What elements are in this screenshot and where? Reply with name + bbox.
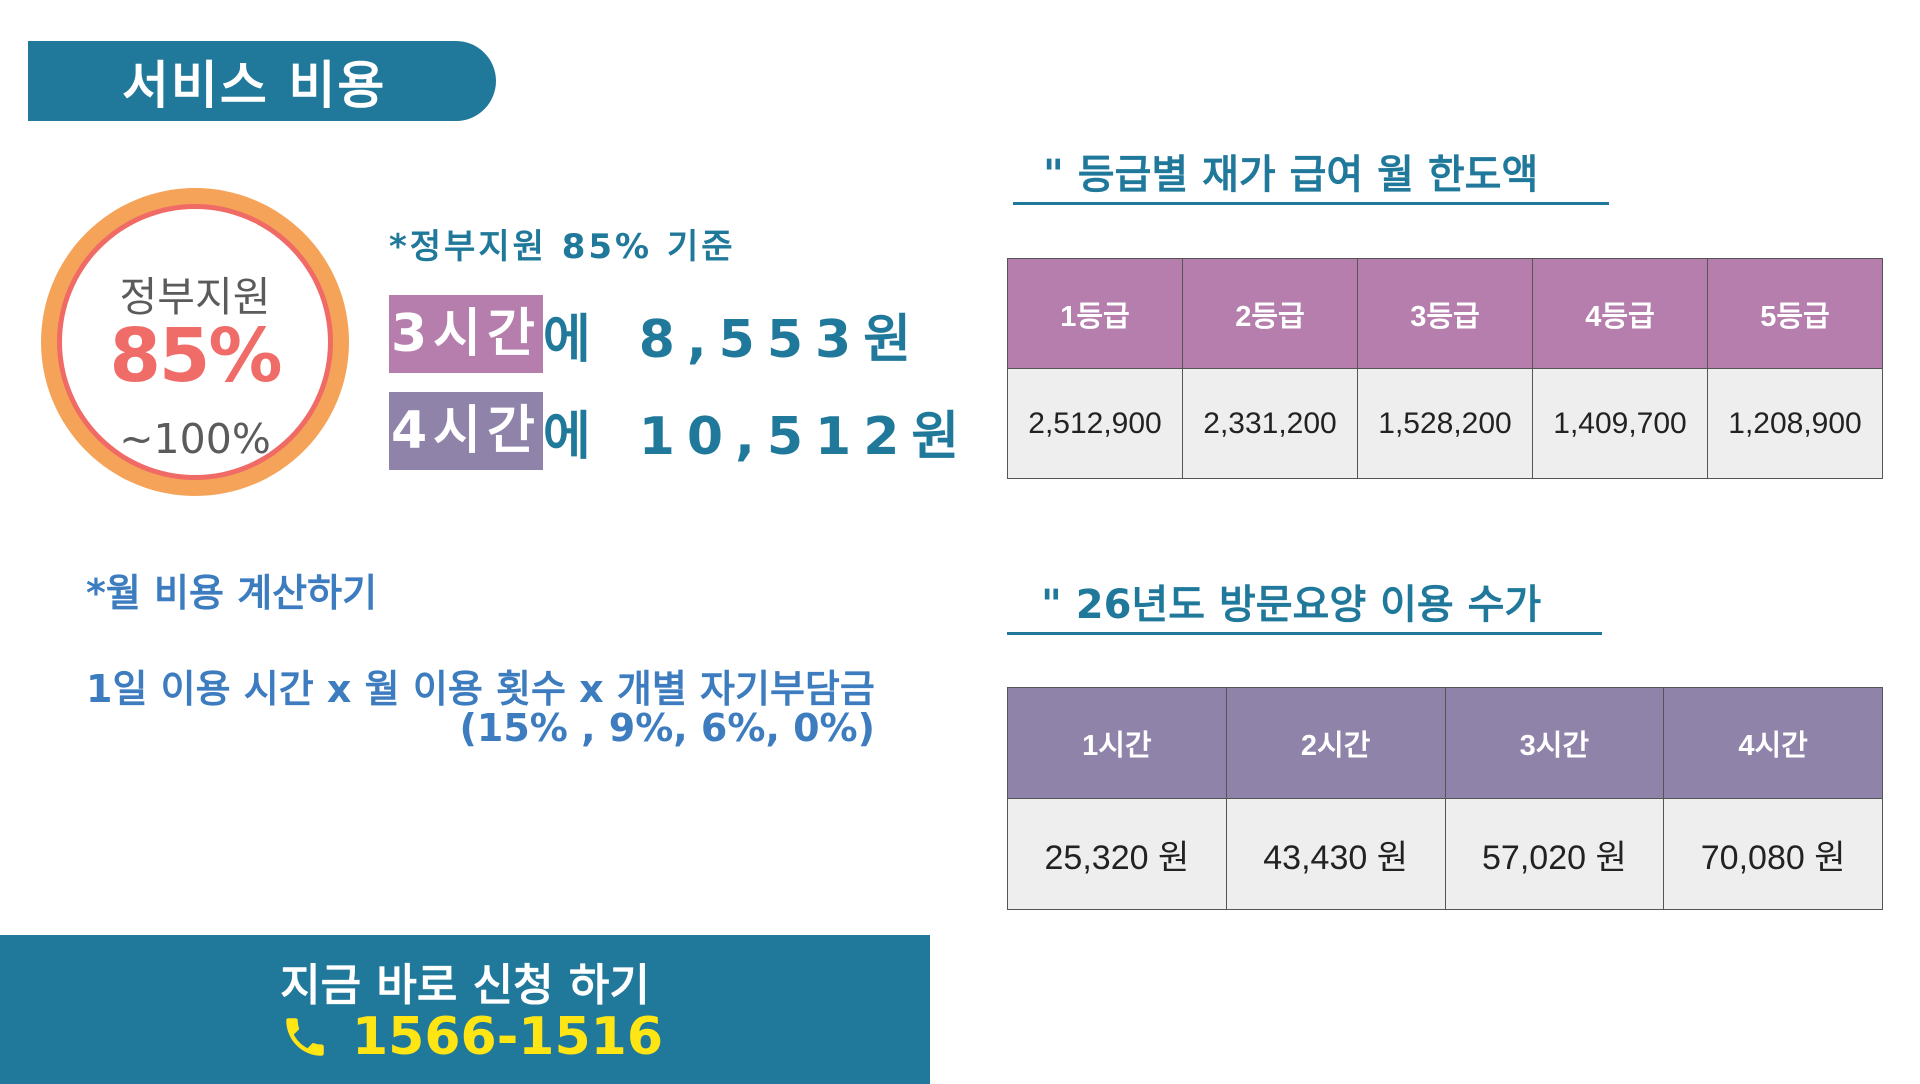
table-cell: 43,430 원 bbox=[1225, 798, 1446, 910]
table-header-cell: 4시간 bbox=[1663, 687, 1883, 799]
section-title: 서비스 비용 bbox=[122, 57, 387, 116]
grade-limit-table: 1등급 2등급 3등급 4등급 5등급 2,512,900 2,331,200 … bbox=[1007, 258, 1883, 479]
grade-title-underline bbox=[1013, 202, 1609, 205]
calculation-title: *월 비용 계산하기 bbox=[86, 571, 378, 615]
table-cell: 1,208,900 bbox=[1707, 368, 1883, 479]
visit-table-title: " 26년도 방문요양 이용 수가 bbox=[1041, 582, 1542, 628]
grade-table-title: " 등급별 재가 급여 월 한도액 bbox=[1043, 152, 1539, 198]
table-header-cell: 1등급 bbox=[1007, 258, 1183, 369]
price-hours: 3시간 bbox=[389, 295, 543, 373]
support-badge: 정부지원 85% ~100% bbox=[41, 188, 349, 496]
table-cell: 1,528,200 bbox=[1357, 368, 1533, 479]
support-note: *정부지원 85% 기준 bbox=[389, 227, 736, 267]
table-header-cell: 4등급 bbox=[1532, 258, 1708, 369]
table-cell: 2,512,900 bbox=[1007, 368, 1183, 479]
table-row: 25,320 원 43,430 원 57,020 원 70,080 원 bbox=[1007, 798, 1883, 910]
apply-now-label[interactable]: 지금 바로 신청 하기 bbox=[280, 960, 650, 1011]
price-amount: 8,553원 bbox=[638, 309, 924, 370]
table-header-row: 1등급 2등급 3등급 4등급 5등급 bbox=[1007, 258, 1883, 369]
calculation-formula: 1일 이용 시간 x 월 이용 횟수 x 개별 자기부담금 bbox=[86, 667, 875, 711]
section-header: 서비스 비용 bbox=[28, 41, 496, 121]
visit-title-underline bbox=[1007, 632, 1602, 635]
support-range: ~100% bbox=[119, 415, 271, 463]
table-header-cell: 3시간 bbox=[1444, 687, 1665, 799]
table-cell: 2,331,200 bbox=[1182, 368, 1358, 479]
table-cell: 57,020 원 bbox=[1444, 798, 1665, 910]
table-header-cell: 2시간 bbox=[1225, 687, 1446, 799]
phone-icon bbox=[286, 1018, 324, 1056]
table-header-cell: 3등급 bbox=[1357, 258, 1533, 369]
table-header-cell: 2등급 bbox=[1182, 258, 1358, 369]
table-header-cell: 5등급 bbox=[1707, 258, 1883, 369]
price-hours: 4시간 bbox=[389, 392, 543, 470]
table-cell: 25,320 원 bbox=[1007, 798, 1227, 910]
table-cell: 70,080 원 bbox=[1663, 798, 1883, 910]
price-suffix: 에 bbox=[542, 406, 591, 467]
price-amount: 10,512원 bbox=[638, 406, 972, 467]
price-row: 4시간 에 10,512원 bbox=[389, 392, 971, 470]
support-percent: 85% bbox=[109, 313, 282, 399]
table-header-cell: 1시간 bbox=[1007, 687, 1227, 799]
support-label: 정부지원 bbox=[119, 273, 271, 321]
visit-fee-table: 1시간 2시간 3시간 4시간 25,320 원 43,430 원 57,020… bbox=[1007, 687, 1883, 910]
table-row: 2,512,900 2,331,200 1,528,200 1,409,700 … bbox=[1007, 368, 1883, 479]
price-row: 3시간 에 8,553원 bbox=[389, 295, 923, 373]
apply-now-banner[interactable]: 지금 바로 신청 하기 1566-1516 bbox=[0, 935, 930, 1084]
phone-link[interactable]: 1566-1516 bbox=[280, 1007, 663, 1067]
price-suffix: 에 bbox=[542, 309, 591, 370]
calculation-rates: (15% , 9%, 6%, 0%) bbox=[459, 706, 875, 750]
table-header-row: 1시간 2시간 3시간 4시간 bbox=[1007, 687, 1883, 799]
table-cell: 1,409,700 bbox=[1532, 368, 1708, 479]
phone-number[interactable]: 1566-1516 bbox=[352, 1007, 664, 1067]
